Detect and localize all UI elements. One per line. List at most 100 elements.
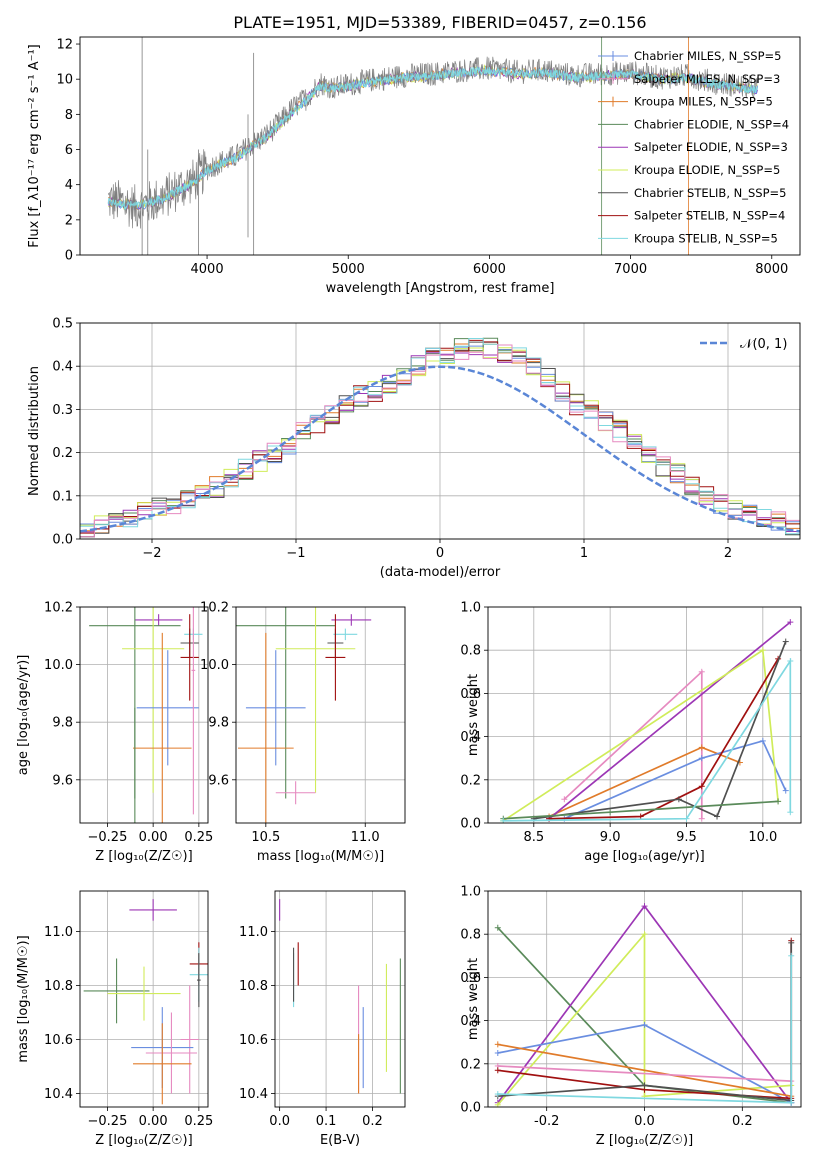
y-tick-label: 0.4	[52, 360, 73, 375]
x-tick-label: 6000	[473, 262, 506, 277]
x-tick-label: 0.2	[362, 1114, 383, 1129]
y-tick-label: 8	[65, 108, 73, 123]
plot-area	[236, 607, 372, 823]
legend-label: 𝒩(0, 1)	[740, 337, 787, 352]
chart-age-vs-Z: −0.25 0.00 0.25 9.6 9.8 10.0 10.2 Z [log₁₀(Z/Z☉…	[16, 601, 213, 865]
axes-frame	[79, 606, 209, 824]
legend: Chabrier MILES, N_SSP=5 Salpeter MILES, N…	[598, 49, 789, 245]
chart-mass-vs-Z: −0.25 0.00 0.25 10.4 10.6 10.8 11.0 Z [log₁₀(Z/…	[16, 890, 213, 1148]
x-tick-label: 10.0	[748, 830, 777, 845]
x-tick-label: 0.0	[634, 1114, 655, 1129]
y-tick-label: 11.0	[239, 925, 268, 940]
chart-residuals: −2 −1 0 1 2 0.0 0.1 0.2 0.3 0.4 0.5 (data-model)/er…	[27, 317, 801, 580]
y-axis-label: mass [log₁₀(M/M☉)]	[16, 935, 31, 1062]
x-tick-label: 2	[724, 546, 732, 561]
x-tick-label: 0	[436, 546, 444, 561]
y-tick-label: 0.2	[460, 773, 481, 788]
legend-label: Chabrier ELODIE, N_SSP=4	[634, 117, 789, 131]
legend-label: Chabrier MILES, N_SSP=5	[634, 49, 781, 63]
x-tick-label: 7000	[614, 262, 647, 277]
y-tick-label: 2	[65, 213, 73, 228]
y-axis-label: Flux [f_λ10⁻¹⁷ erg cm⁻² s⁻¹ A⁻¹]	[27, 44, 42, 248]
x-axis-label: wavelength [Angstrom, rest frame]	[326, 281, 555, 296]
axes-frame	[79, 36, 801, 256]
weight-line	[497, 931, 792, 1106]
y-tick-label: 0.6	[460, 687, 481, 702]
x-axis-label: (data-model)/error	[380, 565, 501, 580]
x-axis-label: E(B-V)	[320, 1133, 360, 1148]
plot-area	[279, 899, 401, 1094]
x-tick-label: 0.0	[269, 1114, 290, 1129]
chart-spectrum: 4000 5000 6000 7000 8000 0 2 4 6 8 10 12 wavelength …	[27, 36, 801, 296]
x-tick-label: 8.5	[523, 830, 544, 845]
y-tick-label: 0.0	[52, 533, 73, 548]
x-axis-label: mass [log₁₀(M/M☉)]	[257, 849, 384, 864]
plot-area	[89, 607, 203, 823]
y-tick-label: 1.0	[460, 885, 481, 900]
model-spectrum-line	[107, 66, 759, 211]
axes-frame	[487, 606, 802, 824]
y-tick-label: 11.0	[44, 925, 73, 940]
figure-title: PLATE=1951, MJD=53389, FIBERID=0457, z=0…	[233, 13, 646, 32]
x-tick-label: −1	[286, 546, 305, 561]
plot-area	[107, 37, 759, 255]
y-tick-label: 0.6	[460, 971, 481, 986]
y-tick-label: 9.8	[208, 716, 229, 731]
weight-line	[548, 621, 791, 820]
y-tick-label: 0.4	[460, 1014, 481, 1029]
y-tick-label: 0.8	[460, 644, 481, 659]
y-tick-label: 9.6	[208, 773, 229, 788]
weight-line	[497, 1043, 792, 1098]
histogram-step	[80, 344, 800, 538]
y-tick-label: 0.0	[460, 817, 481, 832]
x-tick-label: −2	[142, 546, 161, 561]
legend-label: Kroupa ELODIE, N_SSP=5	[634, 163, 780, 177]
x-tick-label: 4000	[191, 262, 224, 277]
x-tick-label: 0.25	[184, 1114, 213, 1129]
axes-frame	[235, 606, 406, 824]
x-axis-label: Z [log₁₀(Z/Z☉)]	[95, 849, 192, 864]
y-tick-label: 0	[65, 249, 73, 264]
y-tick-label: 10.8	[239, 979, 268, 994]
y-tick-label: 9.8	[52, 716, 73, 731]
y-tick-label: 4	[65, 178, 73, 193]
legend-label: Salpeter MILES, N_SSP=3	[634, 72, 780, 86]
weight-line	[549, 658, 779, 820]
legend-label: Salpeter STELIB, N_SSP=4	[634, 209, 785, 223]
axes-frame	[79, 890, 209, 1108]
y-tick-label: 9.6	[52, 773, 73, 788]
x-tick-label: 9.5	[676, 830, 697, 845]
x-axis-label: Z [log₁₀(Z/Z☉)]	[95, 1133, 192, 1148]
x-tick-label: -0.2	[534, 1114, 559, 1129]
y-tick-label: 10.4	[44, 1087, 73, 1102]
y-tick-label: 10.2	[200, 601, 229, 616]
legend-label: Salpeter ELODIE, N_SSP=3	[634, 140, 788, 154]
y-axis-label: mass weight	[466, 958, 481, 1040]
y-axis-label: Normed distribution	[27, 366, 42, 496]
x-tick-label: 8000	[755, 262, 788, 277]
y-tick-label: 0.4	[460, 730, 481, 745]
weight-line	[503, 658, 792, 822]
chart-weight-vs-Z: -0.2 0.0 0.2 0.0 0.2 0.4 0.6 0.8 1.0 Z [log₁₀(Z/Z…	[460, 885, 802, 1148]
y-tick-label: 10	[56, 73, 73, 88]
y-tick-label: 12	[56, 38, 73, 53]
y-tick-label: 10.4	[239, 1087, 268, 1102]
x-tick-label: 1	[580, 546, 588, 561]
legend-label: Kroupa MILES, N_SSP=5	[634, 95, 773, 109]
y-tick-label: 0.5	[52, 317, 73, 332]
x-tick-label: 9.0	[600, 830, 621, 845]
x-tick-label: 5000	[332, 262, 365, 277]
x-tick-label: 10.5	[251, 830, 280, 845]
y-tick-label: 10.2	[44, 601, 73, 616]
x-tick-label: −0.25	[88, 830, 128, 845]
y-tick-label: 0.0	[460, 1101, 481, 1116]
x-tick-label: 0.00	[139, 830, 168, 845]
x-axis-label: Z [log₁₀(Z/Z☉)]	[596, 1133, 693, 1148]
y-tick-label: 0.8	[460, 928, 481, 943]
gaussian-curve	[80, 365, 800, 533]
y-tick-label: 10.6	[44, 1033, 73, 1048]
y-tick-label: 0.2	[460, 1057, 481, 1072]
plot-area	[80, 337, 800, 538]
x-tick-label: 0.2	[732, 1114, 753, 1129]
